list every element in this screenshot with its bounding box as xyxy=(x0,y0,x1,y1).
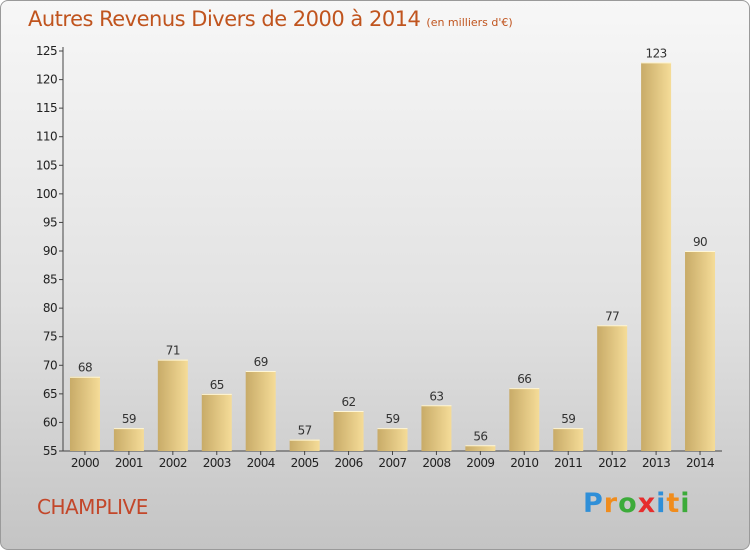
x-tick-label: 2012 xyxy=(598,456,626,470)
x-tick-label: 2008 xyxy=(422,456,450,470)
data-label-2009: 56 xyxy=(473,429,487,443)
bar-2006 xyxy=(333,411,364,451)
title-row: Autres Revenus Divers de 2000 à 2014 (en … xyxy=(28,7,513,31)
chart-title: Autres Revenus Divers de 2000 à 2014 xyxy=(28,7,421,31)
y-tick-label: 90 xyxy=(43,244,57,258)
x-tick-label: 2005 xyxy=(291,456,319,470)
bar-2000 xyxy=(69,376,100,451)
bar-2007 xyxy=(377,428,408,451)
bar-2010 xyxy=(509,388,540,451)
y-tick-label: 60 xyxy=(43,415,57,429)
y-tick-label: 105 xyxy=(36,158,57,172)
data-label-2014: 90 xyxy=(693,235,707,249)
bar-2009 xyxy=(465,445,496,451)
logo-letter: P xyxy=(583,488,604,519)
data-label-2008: 63 xyxy=(429,389,443,403)
y-tick-label: 65 xyxy=(43,387,57,401)
bar-2005 xyxy=(289,439,320,451)
x-tick-label: 2014 xyxy=(686,456,714,470)
x-tick-label: 2011 xyxy=(554,456,582,470)
data-label-2004: 69 xyxy=(254,355,268,369)
y-tick-label: 110 xyxy=(36,130,57,144)
data-label-2003: 65 xyxy=(210,378,224,392)
logo-letter: r xyxy=(603,488,619,519)
x-tick-label: 2013 xyxy=(642,456,670,470)
bar-2013 xyxy=(641,62,672,452)
bar-2001 xyxy=(113,428,144,451)
y-tick-label: 125 xyxy=(36,44,57,58)
data-label-2013: 123 xyxy=(646,46,667,60)
x-tick-label: 2000 xyxy=(71,456,99,470)
proxiti-logo: Proxiti xyxy=(583,488,691,519)
data-label-2012: 77 xyxy=(605,309,619,323)
bar-2011 xyxy=(553,428,584,451)
data-label-2007: 59 xyxy=(385,412,399,426)
bar-2004 xyxy=(245,371,276,451)
x-tick-label: 2003 xyxy=(203,456,231,470)
y-tick-label: 120 xyxy=(36,73,57,87)
data-label-2002: 71 xyxy=(166,344,180,358)
data-label-2001: 59 xyxy=(122,412,136,426)
data-label-2006: 62 xyxy=(342,395,356,409)
x-tick-label: 2009 xyxy=(466,456,494,470)
y-tick-label: 95 xyxy=(43,215,57,229)
commune-name: CHAMPLIVE xyxy=(37,495,148,519)
x-tick-label: 2006 xyxy=(334,456,362,470)
logo-letter: t xyxy=(666,488,681,519)
y-tick-label: 115 xyxy=(36,101,57,115)
bar-2012 xyxy=(597,325,628,451)
logo-letter: o xyxy=(618,488,638,519)
bar-2008 xyxy=(421,405,452,451)
x-tick-label: 2007 xyxy=(378,456,406,470)
y-tick-label: 100 xyxy=(36,187,57,201)
data-label-2010: 66 xyxy=(517,372,531,386)
data-label-2005: 57 xyxy=(298,424,312,438)
bar-2003 xyxy=(201,393,232,451)
x-tick-label: 2001 xyxy=(115,456,143,470)
x-tick-label: 2004 xyxy=(247,456,275,470)
data-label-2000: 68 xyxy=(78,361,92,375)
logo-letter: i xyxy=(680,488,691,519)
logo-letter: i xyxy=(656,488,667,519)
y-tick-label: 85 xyxy=(43,273,57,287)
logo-letter: x xyxy=(637,488,657,519)
bar-2002 xyxy=(157,359,188,451)
y-tick-label: 70 xyxy=(43,358,57,372)
x-tick-label: 2010 xyxy=(510,456,538,470)
y-tick-label: 80 xyxy=(43,301,57,315)
y-tick-label: 75 xyxy=(43,330,57,344)
x-tick-label: 2002 xyxy=(159,456,187,470)
bar-2014 xyxy=(685,251,716,451)
chart-subtitle: (en milliers d'€) xyxy=(426,16,513,29)
chart-bars xyxy=(69,62,716,452)
y-tick-label: 55 xyxy=(43,444,57,458)
chart-labels: 68 59 71 65 69 57 62 59 63 56 66 59 77 123 90 xyxy=(78,46,708,443)
data-label-2011: 59 xyxy=(561,412,575,426)
chart-axes: 55 60 65 70 75 80 85 90 95 100 105 110 115 120 125 2000… xyxy=(36,44,722,470)
